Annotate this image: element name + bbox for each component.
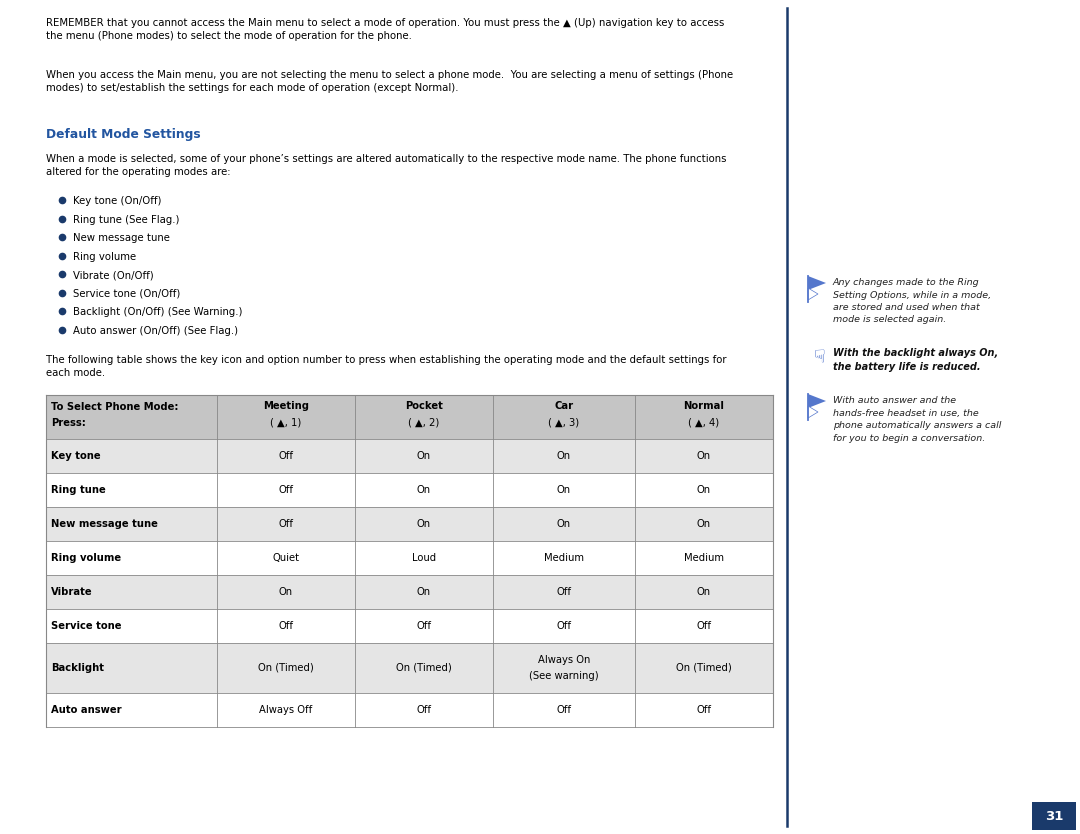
Text: Ring tune (See Flag.): Ring tune (See Flag.) (73, 214, 179, 224)
Text: Vibrate (On/Off): Vibrate (On/Off) (73, 270, 153, 280)
Text: On: On (417, 485, 431, 495)
Text: Any changes made to the Ring
Setting Options, while in a mode,
are stored and us: Any changes made to the Ring Setting Opt… (833, 278, 991, 324)
Text: ( ▲, 3): ( ▲, 3) (549, 417, 580, 427)
Bar (46, 541, 773, 575)
Text: Meeting: Meeting (262, 401, 309, 411)
Text: On (Timed): On (Timed) (258, 663, 314, 673)
Text: On (Timed): On (Timed) (676, 663, 732, 673)
Text: With auto answer and the
hands-free headset in use, the
phone automatically answ: With auto answer and the hands-free head… (833, 396, 1001, 443)
Text: 31: 31 (1044, 810, 1063, 822)
Bar (46, 693, 773, 727)
Text: Off: Off (417, 705, 432, 715)
Text: Press:: Press: (51, 418, 86, 428)
Text: Medium: Medium (544, 553, 584, 563)
Text: Ring volume: Ring volume (73, 252, 136, 262)
Polygon shape (808, 406, 818, 418)
Text: On: On (557, 485, 571, 495)
Text: Off: Off (279, 451, 294, 461)
Text: Off: Off (279, 519, 294, 529)
Text: On: On (417, 451, 431, 461)
Text: Service tone (On/Off): Service tone (On/Off) (73, 289, 180, 299)
Text: Key tone (On/Off): Key tone (On/Off) (73, 196, 162, 206)
Text: REMEMBER that you cannot access the Main menu to select a mode of operation. You: REMEMBER that you cannot access the Main… (46, 18, 725, 41)
Text: Auto answer (On/Off) (See Flag.): Auto answer (On/Off) (See Flag.) (73, 325, 238, 335)
Text: Quiet: Quiet (272, 553, 299, 563)
Text: On: On (697, 485, 711, 495)
Text: Off: Off (279, 485, 294, 495)
Text: Auto answer: Auto answer (51, 705, 122, 715)
Polygon shape (808, 276, 826, 290)
Text: Off: Off (556, 587, 571, 597)
Text: Off: Off (556, 705, 571, 715)
Text: Off: Off (697, 621, 712, 631)
Bar (46, 643, 773, 693)
Text: The following table shows the key icon and option number to press when establish: The following table shows the key icon a… (46, 355, 727, 378)
Text: Backlight (On/Off) (See Warning.): Backlight (On/Off) (See Warning.) (73, 307, 243, 317)
Text: ( ▲, 1): ( ▲, 1) (270, 417, 301, 427)
Text: To Select Phone Mode:: To Select Phone Mode: (51, 402, 178, 412)
Text: Car: Car (554, 401, 573, 411)
Text: ( ▲, 4): ( ▲, 4) (688, 417, 719, 427)
Text: Ring volume: Ring volume (51, 553, 121, 563)
Text: Default Mode Settings: Default Mode Settings (46, 128, 201, 141)
Text: Key tone: Key tone (51, 451, 100, 461)
Text: On: On (557, 519, 571, 529)
Bar (46, 439, 773, 473)
Text: With the backlight always On,
the battery life is reduced.: With the backlight always On, the batter… (833, 348, 998, 372)
Polygon shape (808, 394, 826, 408)
Text: ☞: ☞ (808, 348, 826, 364)
Text: Off: Off (556, 621, 571, 631)
Text: New message tune: New message tune (73, 233, 170, 243)
Text: Off: Off (279, 621, 294, 631)
Text: On: On (417, 587, 431, 597)
Bar (46, 507, 773, 541)
Text: ( ▲, 2): ( ▲, 2) (408, 417, 440, 427)
Text: Always Off: Always Off (259, 705, 312, 715)
Text: On: On (417, 519, 431, 529)
Text: Loud: Loud (411, 553, 436, 563)
Text: Vibrate: Vibrate (51, 587, 93, 597)
Bar (46, 473, 773, 507)
Bar (46, 609, 773, 643)
Polygon shape (808, 288, 818, 300)
Text: When a mode is selected, some of your phone’s settings are altered automatically: When a mode is selected, some of your ph… (46, 154, 727, 177)
Text: New message tune: New message tune (51, 519, 158, 529)
Text: Normal: Normal (684, 401, 725, 411)
Text: Pocket: Pocket (405, 401, 443, 411)
Text: On (Timed): On (Timed) (396, 663, 451, 673)
Text: On: On (557, 451, 571, 461)
Text: When you access the Main menu, you are not selecting the menu to select a phone : When you access the Main menu, you are n… (46, 70, 733, 93)
Text: On: On (697, 587, 711, 597)
Text: Off: Off (697, 705, 712, 715)
Bar (1032, 802, 1076, 830)
Text: On: On (697, 519, 711, 529)
Text: Medium: Medium (684, 553, 724, 563)
Bar (46, 575, 773, 609)
Text: On: On (697, 451, 711, 461)
Text: Off: Off (417, 621, 432, 631)
Text: Service tone: Service tone (51, 621, 121, 631)
Text: On: On (279, 587, 293, 597)
Text: Backlight: Backlight (51, 663, 104, 673)
Bar (46, 395, 773, 439)
Text: Always On: Always On (538, 655, 590, 665)
Text: (See warning): (See warning) (529, 671, 598, 681)
Text: Ring tune: Ring tune (51, 485, 106, 495)
